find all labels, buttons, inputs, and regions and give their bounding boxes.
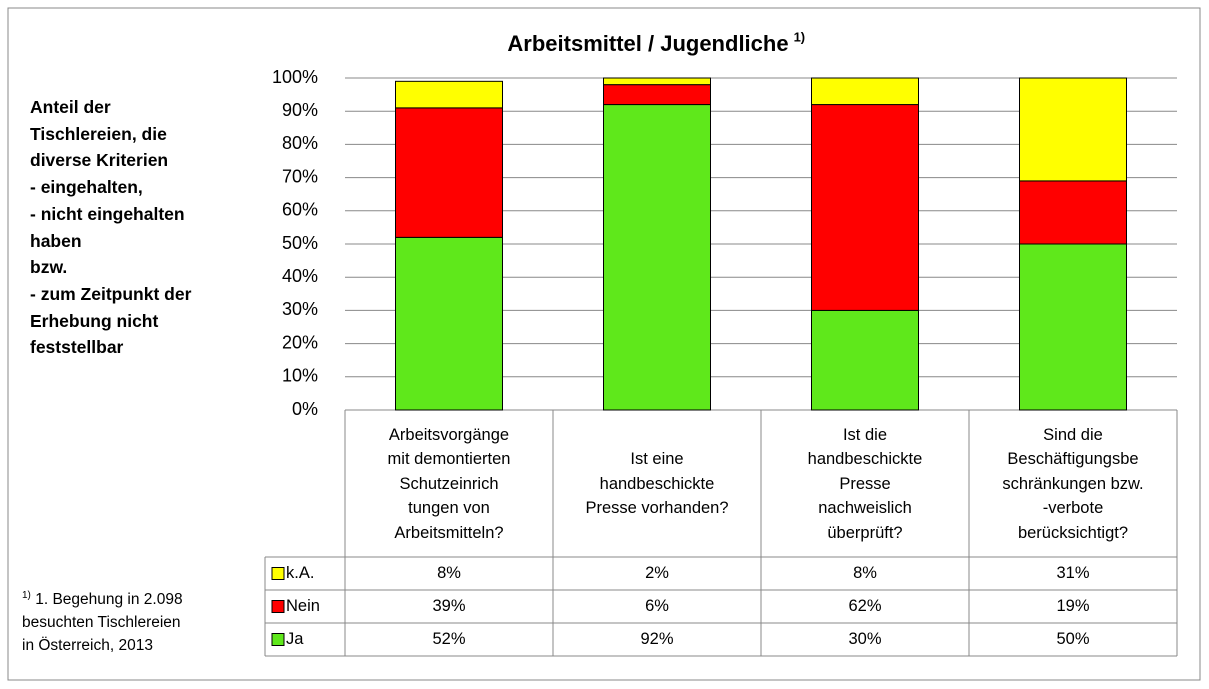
bar-segment	[603, 84, 711, 106]
category-label: Ist die handbeschickte Presse nachweisli…	[807, 425, 923, 542]
footnote: 1) 1. Begehung in 2.098 besuchten Tischl…	[22, 584, 183, 657]
table-value: 19%	[1056, 597, 1089, 615]
bar-segment	[1019, 77, 1127, 182]
bar-segment	[395, 107, 503, 238]
chart-border	[7, 7, 1201, 681]
category-label: Arbeitsvorgänge mit demontierten Schutze…	[387, 425, 511, 542]
table-value: 39%	[432, 597, 465, 615]
bar-segment	[603, 104, 711, 411]
table-value: 31%	[1056, 564, 1089, 582]
y-tick-label: 0%	[292, 399, 318, 419]
y-tick-label: 80%	[282, 133, 318, 153]
y-tick-label: 60%	[282, 200, 318, 220]
table-value: 92%	[640, 630, 673, 648]
table-value: 8%	[853, 564, 877, 582]
bar-segment	[1019, 243, 1127, 411]
bar-segment	[1019, 180, 1127, 245]
y-tick-label: 50%	[282, 233, 318, 253]
bar-segment	[811, 309, 919, 411]
bar-segment	[603, 77, 711, 86]
y-tick-label: 30%	[282, 299, 318, 319]
y-tick-label: 40%	[282, 266, 318, 286]
category-label: Sind die Beschäftigungsbe schränkungen b…	[1002, 425, 1144, 542]
category-label: Ist eine handbeschickte Presse vorhanden…	[585, 450, 729, 518]
y-tick-label: 70%	[282, 166, 318, 186]
legend-key	[271, 600, 285, 613]
table-value: 50%	[1056, 630, 1089, 648]
footnote-marker: 1)	[22, 590, 31, 601]
y-tick-label: 10%	[282, 366, 318, 386]
legend-key	[271, 633, 285, 646]
table-value: 52%	[432, 630, 465, 648]
legend-label: Nein	[286, 597, 320, 615]
y-tick-label: 90%	[282, 100, 318, 120]
chart-title: Arbeitsmittel / Jugendliche	[507, 31, 788, 56]
y-tick-label: 20%	[282, 332, 318, 352]
table-value: 8%	[437, 564, 461, 582]
table-value: 6%	[645, 597, 669, 615]
legend-key	[271, 567, 285, 580]
table-value: 2%	[645, 564, 669, 582]
bar-segment	[395, 236, 503, 411]
table-value: 62%	[848, 597, 881, 615]
legend-label: k.A.	[286, 564, 314, 582]
title-superscript: 1)	[794, 29, 806, 44]
side-text: Anteil der Tischlereien, die diverse Kri…	[30, 97, 192, 358]
legend-label: Ja	[286, 630, 304, 648]
bar-segment	[811, 104, 919, 311]
bar-segment	[395, 80, 503, 109]
y-tick-label: 100%	[272, 67, 318, 87]
bar-segment	[811, 77, 919, 106]
table-value: 30%	[848, 630, 881, 648]
footnote-text: 1. Begehung in 2.098 besuchten Tischlere…	[22, 591, 183, 655]
